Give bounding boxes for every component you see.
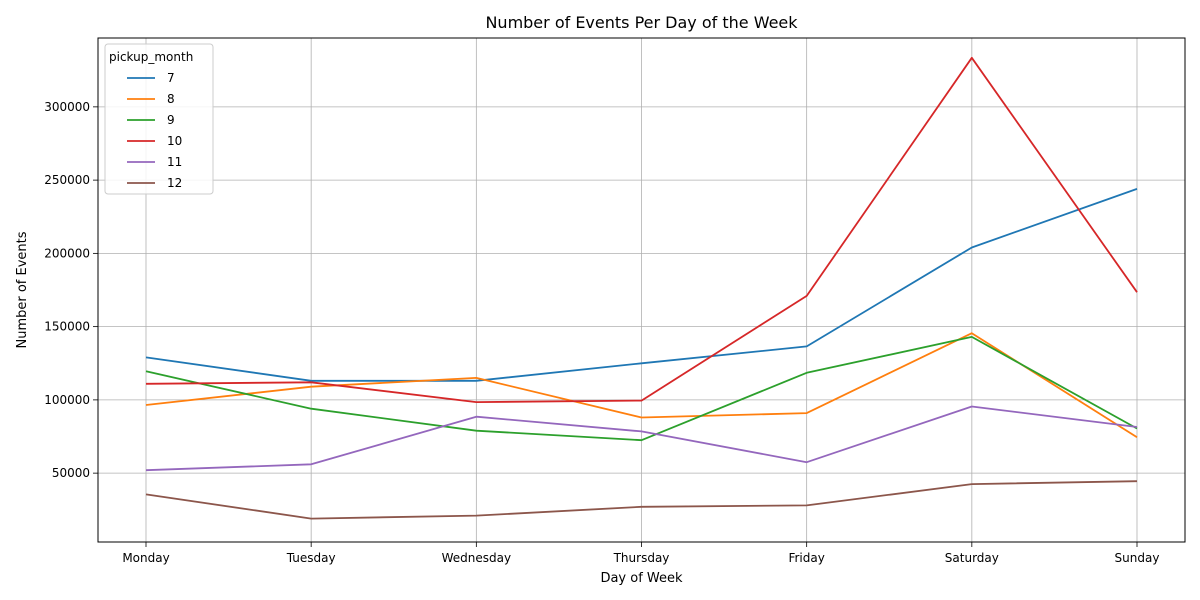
y-axis-title: Number of Events — [15, 231, 30, 348]
y-tick-label: 200000 — [44, 246, 90, 260]
y-tick-label: 300000 — [44, 100, 90, 114]
legend-box — [104, 43, 214, 195]
x-tick-label: Sunday — [1115, 551, 1160, 565]
x-tick-label: Wednesday — [442, 551, 511, 565]
x-tick-label: Monday — [122, 551, 169, 565]
legend-label-7: 7 — [167, 71, 175, 85]
legend-label-11: 11 — [167, 155, 182, 169]
x-tick-label: Saturday — [945, 551, 999, 565]
y-tick-label: 250000 — [44, 173, 90, 187]
y-tick-label: 50000 — [52, 466, 90, 480]
x-tick-label: Friday — [788, 551, 824, 565]
legend-label-9: 9 — [167, 113, 175, 127]
series-lines — [145, 56, 1138, 520]
y-tick-label: 100000 — [44, 393, 90, 407]
series-line-12 — [145, 480, 1138, 520]
series-line-9 — [145, 335, 1138, 442]
x-tick-label: Thursday — [613, 551, 670, 565]
series-line-7 — [145, 188, 1138, 382]
y-axis-ticks: 50000 100000 150000 200000 250000 300000 — [44, 100, 98, 480]
series-line-10 — [145, 56, 1138, 404]
y-tick-label: 150000 — [44, 320, 90, 334]
legend-label-12: 12 — [167, 176, 182, 190]
grid — [98, 38, 1185, 542]
legend-label-10: 10 — [167, 134, 182, 148]
legend-title: pickup_month — [109, 50, 193, 64]
legend-label-8: 8 — [167, 92, 175, 106]
legend-items: 7 8 9 10 11 12 — [127, 71, 182, 190]
series-line-11 — [145, 405, 1138, 472]
x-tick-label: Tuesday — [286, 551, 336, 565]
x-axis-title: Day of Week — [600, 571, 683, 586]
legend: pickup_month 7 8 9 10 11 12 — [104, 43, 214, 195]
chart-title: Number of Events Per Day of the Week — [485, 13, 798, 32]
series-line-8 — [145, 332, 1138, 438]
x-axis-ticks: Monday Tuesday Wednesday Thursday Friday Satu… — [122, 542, 1159, 565]
